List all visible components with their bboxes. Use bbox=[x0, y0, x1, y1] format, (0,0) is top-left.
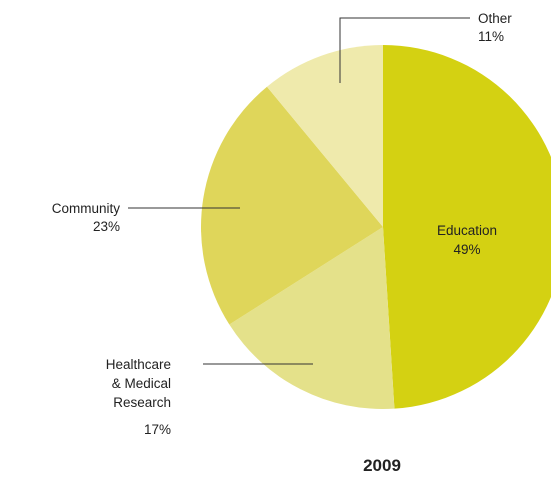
slice-label-education: Education bbox=[437, 223, 497, 238]
pie-slice-healthcare bbox=[229, 227, 395, 409]
slice-label-healthcare: Healthcare & Medical Research bbox=[106, 357, 171, 410]
slice-label-other: Other bbox=[478, 11, 512, 26]
slice-value-community: 23% bbox=[93, 219, 120, 234]
slice-label-community: Community bbox=[52, 201, 121, 216]
pie-slice-community bbox=[201, 86, 383, 325]
pie-slice-education bbox=[383, 45, 551, 409]
slice-value-healthcare: 17% bbox=[144, 422, 171, 437]
chart-title-year: 2009 bbox=[363, 456, 401, 475]
slice-value-education: 49% bbox=[453, 242, 480, 257]
slice-value-other: 11% bbox=[478, 29, 504, 44]
label-community: Community 23% bbox=[52, 201, 121, 234]
pie-slices bbox=[201, 45, 551, 409]
label-education: Education 49% bbox=[437, 223, 497, 257]
pie-slice-other bbox=[266, 45, 383, 227]
label-healthcare: Healthcare & Medical Research 17% bbox=[106, 357, 171, 437]
label-other: Other 11% bbox=[478, 11, 512, 44]
leader-line-other bbox=[339, 17, 470, 83]
